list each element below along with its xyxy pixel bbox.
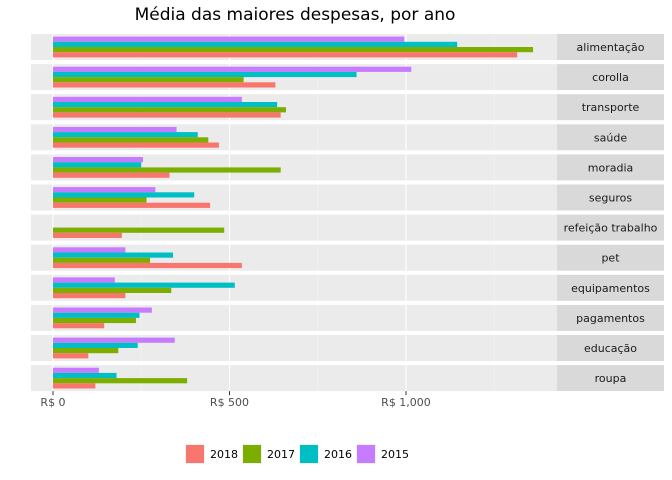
bar-2017 <box>53 77 244 83</box>
strip-label: educação <box>584 342 637 355</box>
bar-2017 <box>53 107 286 113</box>
strip-label: seguros <box>589 192 632 205</box>
x-axis: R$ 0 R$ 500 R$ 1,000 <box>40 391 431 409</box>
strip-background <box>557 365 664 392</box>
bar-2018 <box>53 52 518 58</box>
bar-2016 <box>53 372 117 379</box>
facet-panel: alimentação <box>31 34 664 60</box>
strip-background <box>557 184 664 211</box>
legend-label-2017: 2017 <box>267 448 295 461</box>
bar-2015 <box>53 277 115 283</box>
bar-2017 <box>53 137 209 143</box>
facet-panel: refeição trabalho <box>31 214 664 241</box>
bar-2018 <box>53 172 170 178</box>
strip-background <box>557 274 664 301</box>
bar-2018 <box>53 323 105 329</box>
bar-2018 <box>53 112 281 118</box>
facet-panel: educação <box>31 335 664 361</box>
strip-label: corolla <box>592 71 629 84</box>
bar-2015 <box>53 96 242 102</box>
bar-2017 <box>53 47 534 53</box>
strip-label: transporte <box>582 101 640 114</box>
bar-2018 <box>53 202 211 208</box>
strip-label: roupa <box>595 372 627 385</box>
bar-2018 <box>53 142 219 148</box>
bar-2016 <box>53 342 138 348</box>
strip-background <box>557 124 664 151</box>
bar-2018 <box>53 353 89 359</box>
bar-2017 <box>53 287 172 293</box>
strip-background <box>557 335 664 361</box>
bar-2018 <box>53 293 126 299</box>
legend-key-2016 <box>300 445 318 463</box>
facet-panel: pagamentos <box>31 304 664 331</box>
legend-key-2015 <box>357 445 375 463</box>
bar-2016 <box>53 282 235 288</box>
bar-2017 <box>53 317 136 324</box>
strip-background <box>557 304 664 331</box>
strip-label: equipamentos <box>571 282 650 295</box>
strip-background <box>557 64 664 91</box>
bar-2016 <box>53 162 142 168</box>
legend-label-2016: 2016 <box>324 448 352 461</box>
x-tick-label: R$ 0 <box>40 396 65 409</box>
strip-label: pet <box>601 252 620 265</box>
strip-label: alimentação <box>577 41 645 54</box>
x-tick-label: R$ 500 <box>210 396 249 409</box>
facet-panel: roupa <box>31 365 664 392</box>
x-tick-label: R$ 1,000 <box>381 396 431 409</box>
bar-2017 <box>53 197 147 203</box>
legend-label-2018: 2018 <box>210 448 238 461</box>
bar-2018 <box>53 262 242 269</box>
bar-2016 <box>53 312 140 318</box>
strip-label: moradia <box>588 161 634 174</box>
bar-2015 <box>53 307 152 313</box>
bar-2017 <box>53 348 119 354</box>
facet-panels: alimentação corolla transporte saúde moradia… <box>31 34 664 392</box>
bar-2016 <box>53 192 195 198</box>
bar-2016 <box>53 102 278 108</box>
bar-2015 <box>53 126 177 133</box>
strip-background <box>557 214 664 241</box>
legend-key-2018 <box>186 445 204 463</box>
facet-panel: transporte <box>31 94 664 121</box>
bar-2016 <box>53 132 198 138</box>
facet-panel: corolla <box>31 64 664 91</box>
bar-2016 <box>53 252 174 258</box>
strip-label: saúde <box>594 131 627 144</box>
strip-background <box>557 154 664 181</box>
strip-label: pagamentos <box>576 312 645 325</box>
bar-2017 <box>53 227 225 233</box>
bar-2015 <box>53 337 175 343</box>
bar-2015 <box>53 187 156 193</box>
facet-panel: saúde <box>31 124 664 151</box>
facet-panel: pet <box>31 244 664 271</box>
bar-2016 <box>53 41 458 47</box>
legend-label-2015: 2015 <box>381 448 409 461</box>
bar-2015 <box>53 36 405 42</box>
bar-2018 <box>53 232 122 238</box>
bar-2018 <box>53 82 276 88</box>
facet-panel: seguros <box>31 184 664 211</box>
bar-2015 <box>53 247 126 253</box>
bar-2015 <box>53 367 99 373</box>
legend-key-2017 <box>243 445 261 463</box>
bar-2018 <box>53 383 96 389</box>
chart-title: Média das maiores despesas, por ano <box>134 5 456 25</box>
bar-2016 <box>53 71 357 78</box>
legend: 2018 2017 2016 2015 <box>185 444 409 464</box>
facet-panel: equipamentos <box>31 274 664 301</box>
bar-2017 <box>53 167 281 173</box>
bar-2015 <box>53 157 144 163</box>
strip-background <box>557 244 664 271</box>
facet-panel: moradia <box>31 154 664 181</box>
strip-background <box>557 94 664 121</box>
bar-2017 <box>53 257 151 263</box>
bar-2015 <box>53 66 412 72</box>
bar-2017 <box>53 378 188 384</box>
strip-label: refeição trabalho <box>564 222 658 235</box>
strip-background <box>557 34 664 60</box>
